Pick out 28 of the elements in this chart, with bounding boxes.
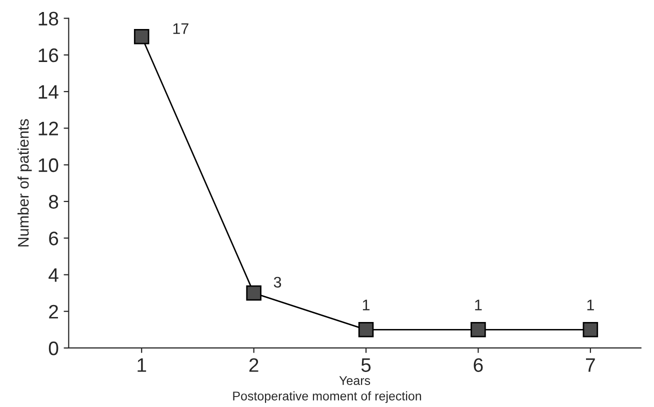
x-tick-label: 5	[361, 358, 371, 372]
x-tick-label: 6	[474, 358, 483, 372]
y-axis-title: Number of patients	[18, 119, 32, 246]
y-tick-label: 10	[38, 158, 58, 172]
data-label: 1	[475, 300, 482, 310]
y-tick-label: 8	[48, 194, 58, 209]
x-tick-label: 7	[586, 358, 595, 372]
text: Postoperative moment of rejection	[233, 391, 422, 403]
y-tick-label: 14	[38, 85, 58, 99]
y-tick-label: 4	[48, 268, 58, 282]
data-label: 3	[274, 276, 282, 288]
point	[582, 322, 598, 338]
point	[134, 28, 150, 44]
y-tick-label: 2	[49, 304, 58, 318]
data-label: 1	[587, 300, 594, 310]
data-label: 1	[362, 300, 370, 310]
x-tick-label: 2	[249, 358, 258, 372]
x-axis-title: Years	[339, 376, 370, 386]
y-tick-label: 12	[38, 122, 58, 136]
x-tick-label: 1	[138, 358, 146, 372]
y-tick-label: 0	[48, 341, 58, 356]
point	[246, 285, 262, 301]
point	[470, 322, 486, 338]
y-tick-label: 6	[49, 232, 58, 246]
point	[358, 322, 374, 338]
y-tick-label: 16	[38, 48, 58, 62]
data-label: 17	[173, 23, 188, 34]
y-tick-label: 18	[38, 12, 58, 26]
